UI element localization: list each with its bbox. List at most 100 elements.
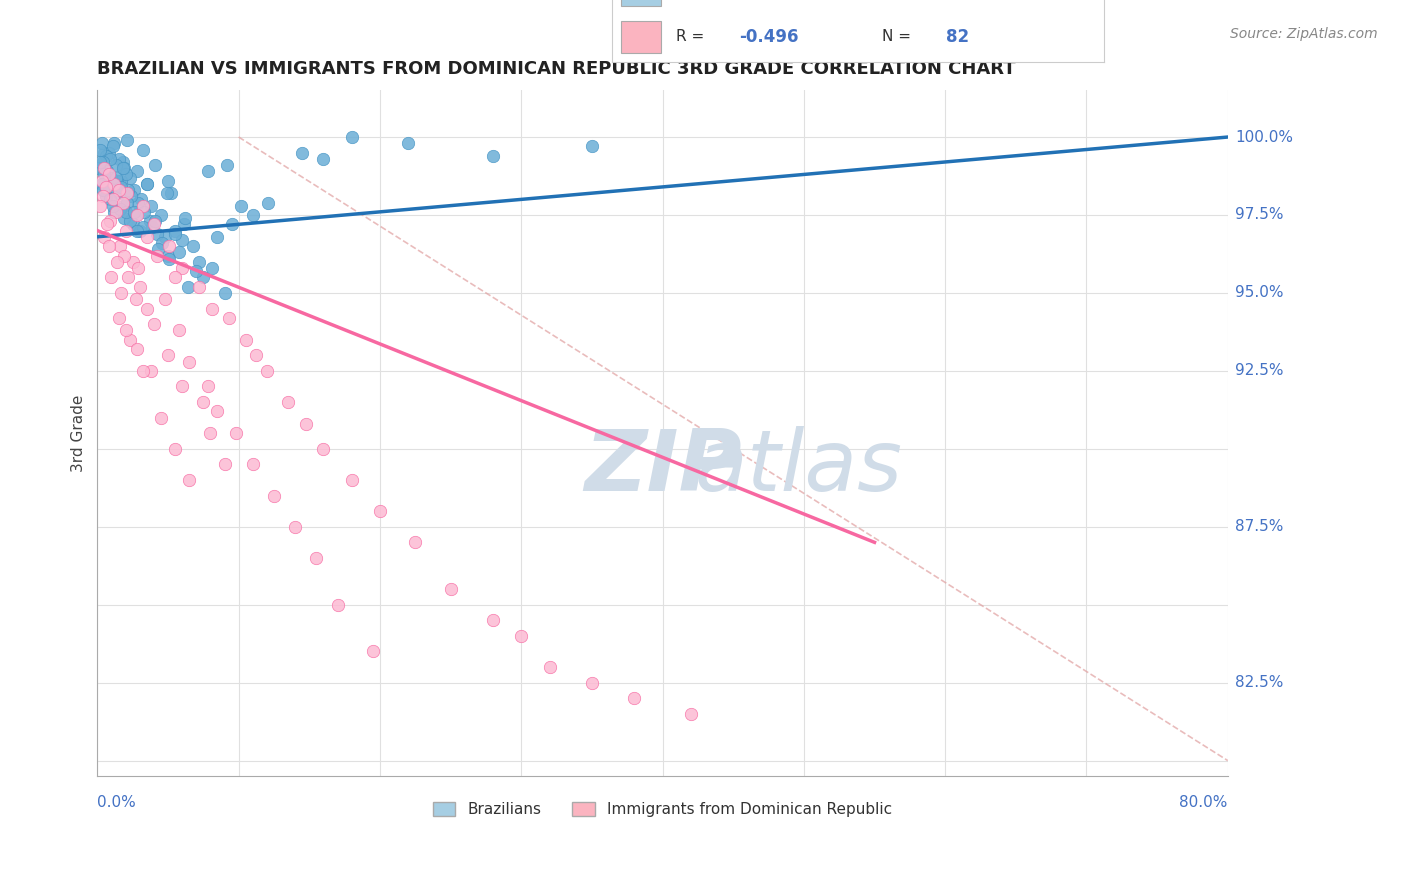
Point <box>110 180 132 194</box>
Point <box>135 177 157 191</box>
Point <box>125 223 148 237</box>
Point <box>221 217 243 231</box>
Point <box>197 164 219 178</box>
Point <box>128 223 150 237</box>
Point <box>177 279 200 293</box>
Point <box>139 364 162 378</box>
Point <box>103 136 125 151</box>
Point <box>107 183 129 197</box>
Point <box>156 174 179 188</box>
Point <box>101 139 124 153</box>
Point <box>135 177 157 191</box>
Point <box>112 248 135 262</box>
Point <box>90 174 112 188</box>
Point <box>340 473 363 487</box>
Y-axis label: 3rd Grade: 3rd Grade <box>72 394 86 472</box>
Point <box>186 264 208 278</box>
Point <box>108 239 131 253</box>
Point <box>165 270 187 285</box>
Point <box>128 279 150 293</box>
Point <box>115 133 138 147</box>
Point <box>90 177 112 191</box>
Text: Source: ZipAtlas.com: Source: ZipAtlas.com <box>1230 27 1378 41</box>
Point <box>291 145 314 160</box>
Point <box>114 205 136 219</box>
Point <box>127 260 149 275</box>
Point <box>295 417 318 431</box>
Point <box>200 426 222 441</box>
Text: 82: 82 <box>946 28 969 45</box>
Point <box>111 161 134 176</box>
Point <box>93 229 115 244</box>
Point <box>157 252 180 266</box>
Point <box>201 301 224 316</box>
Point <box>112 161 135 176</box>
Point <box>245 348 267 362</box>
Point <box>404 535 426 549</box>
Point <box>277 395 299 409</box>
Text: atlas: atlas <box>695 426 903 509</box>
Point <box>149 410 172 425</box>
Point <box>207 229 229 244</box>
Point <box>581 139 603 153</box>
Point <box>179 354 201 368</box>
Point <box>482 613 505 627</box>
Point <box>193 395 215 409</box>
Point <box>141 220 163 235</box>
Point <box>482 149 505 163</box>
Point <box>107 186 129 201</box>
Point <box>93 168 115 182</box>
Point <box>124 292 146 306</box>
Point <box>225 426 247 441</box>
Point <box>94 149 117 163</box>
Point <box>153 292 176 306</box>
Point <box>159 186 181 201</box>
Point <box>156 348 179 362</box>
Point <box>107 152 129 166</box>
Point <box>188 254 211 268</box>
Point <box>169 245 191 260</box>
Point <box>105 254 128 268</box>
Point <box>214 285 236 300</box>
Point <box>127 195 149 210</box>
Point <box>143 214 166 228</box>
Point <box>172 233 194 247</box>
Point <box>155 186 177 201</box>
Point <box>120 189 142 203</box>
Point <box>91 183 114 197</box>
Point <box>439 582 461 596</box>
Point <box>115 195 138 210</box>
Point <box>89 143 111 157</box>
Point <box>91 155 114 169</box>
Point <box>131 364 153 378</box>
Point <box>165 442 187 456</box>
Point <box>103 205 125 219</box>
Point <box>101 193 124 207</box>
Point <box>97 239 120 253</box>
Point <box>125 342 148 356</box>
Text: 80.0%: 80.0% <box>1180 795 1227 810</box>
Text: 95.0%: 95.0% <box>1234 285 1284 301</box>
Point <box>100 170 122 185</box>
Point <box>91 189 114 203</box>
Point <box>150 235 173 250</box>
Legend: Brazilians, Immigrants from Dominican Republic: Brazilians, Immigrants from Dominican Re… <box>426 797 898 823</box>
Point <box>89 199 111 213</box>
Point <box>312 152 335 166</box>
Point <box>122 183 145 197</box>
Point <box>101 199 124 213</box>
Point <box>98 152 121 166</box>
Point <box>105 174 128 188</box>
FancyBboxPatch shape <box>621 21 661 53</box>
Point <box>129 193 152 207</box>
Point <box>104 158 127 172</box>
Point <box>89 155 111 169</box>
Point <box>115 186 138 201</box>
Point <box>121 254 143 268</box>
Point <box>96 217 118 231</box>
Point <box>538 660 561 674</box>
Point <box>97 180 120 194</box>
Point <box>242 458 264 472</box>
FancyBboxPatch shape <box>621 0 661 5</box>
Point <box>118 333 141 347</box>
